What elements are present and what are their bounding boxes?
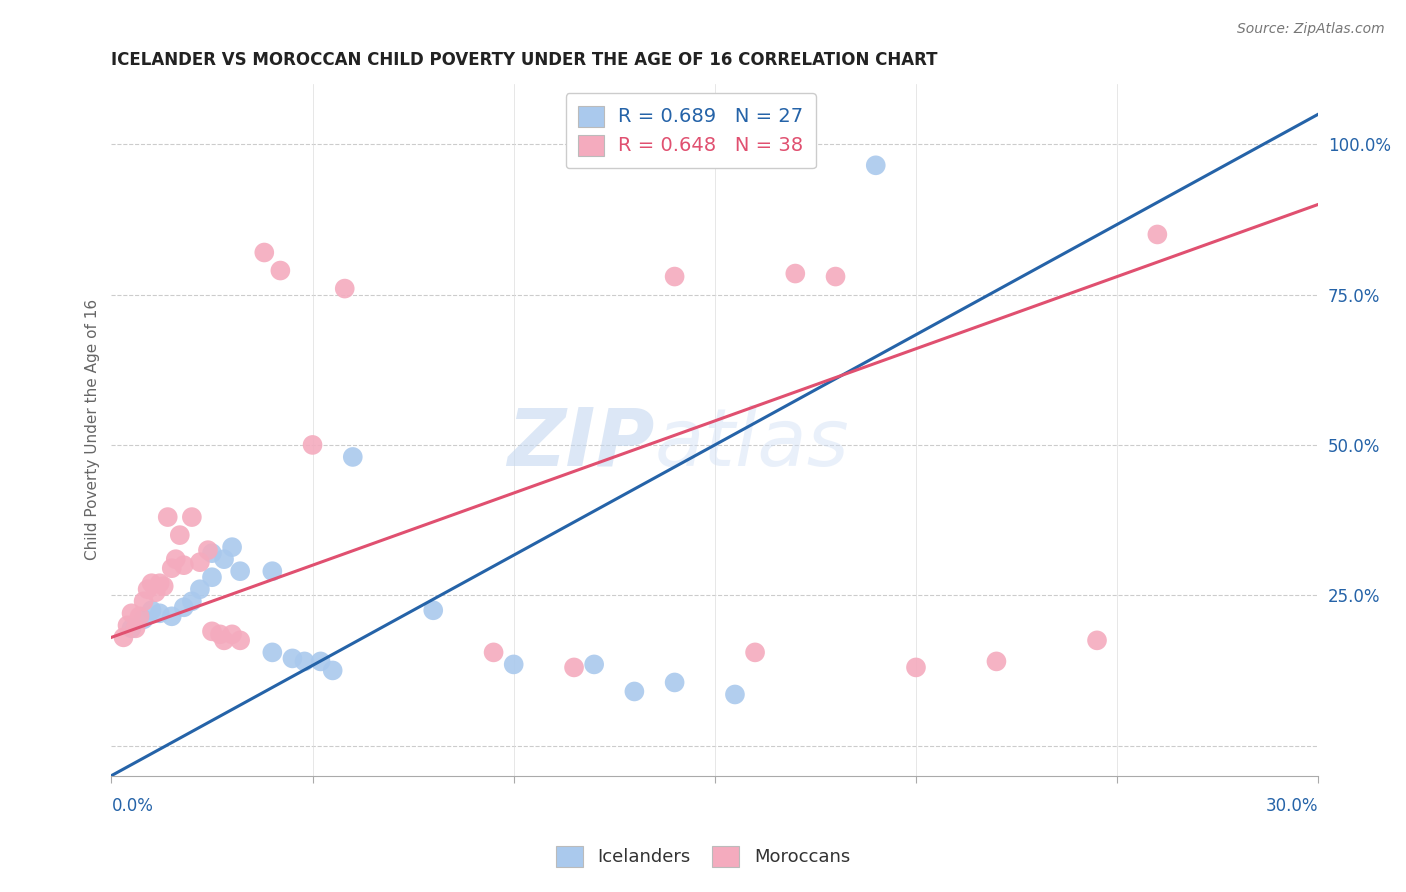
Point (986, 654, 1008, 668)
Point (149, 576, 172, 591)
Text: ICELANDER VS MOROCCAN CHILD POVERTY UNDER THE AGE OF 16 CORRELATION CHART: ICELANDER VS MOROCCAN CHILD POVERTY UNDE… (111, 51, 938, 69)
Point (156, 510, 179, 524)
Point (212, 633, 235, 648)
Point (664, 269, 686, 284)
Point (201, 546, 224, 560)
Point (583, 657, 606, 672)
Point (201, 570, 224, 584)
Point (301, 438, 323, 452)
Point (281, 651, 304, 665)
Point (165, 552, 187, 566)
Point (121, 621, 143, 635)
Point (149, 607, 172, 621)
Point (173, 558, 195, 573)
Point (128, 609, 150, 624)
Point (124, 621, 146, 635)
Point (229, 633, 252, 648)
Text: ZIP: ZIP (508, 405, 655, 483)
Text: Source: ZipAtlas.com: Source: ZipAtlas.com (1237, 22, 1385, 37)
Point (502, 657, 524, 672)
Point (169, 528, 191, 542)
Point (269, 263, 291, 277)
Point (208, 627, 231, 641)
Point (117, 618, 139, 632)
Point (229, 564, 252, 578)
Point (132, 612, 155, 626)
Point (422, 603, 444, 617)
Point (262, 564, 284, 578)
Point (824, 269, 846, 284)
Point (132, 594, 155, 608)
Point (1146, 227, 1168, 242)
Point (333, 282, 356, 296)
Legend: R = 0.689   N = 27, R = 0.648   N = 38: R = 0.689 N = 27, R = 0.648 N = 38 (565, 93, 815, 169)
Text: 0.0%: 0.0% (111, 797, 153, 814)
Point (785, 267, 807, 281)
Point (904, 660, 927, 674)
Point (562, 660, 585, 674)
Point (623, 684, 645, 698)
Point (180, 510, 202, 524)
Point (309, 654, 332, 668)
Point (221, 627, 243, 641)
Point (160, 609, 183, 624)
Point (160, 561, 183, 575)
Point (197, 543, 219, 558)
Point (744, 645, 766, 659)
Point (724, 688, 747, 702)
Point (152, 579, 174, 593)
Point (482, 645, 505, 659)
Point (145, 585, 167, 599)
Point (1085, 633, 1108, 648)
Point (180, 594, 202, 608)
Point (865, 158, 887, 172)
Point (664, 675, 686, 690)
Point (173, 600, 195, 615)
Point (121, 607, 143, 621)
Point (322, 664, 344, 678)
Y-axis label: Child Poverty Under the Age of 16: Child Poverty Under the Age of 16 (86, 300, 100, 560)
Text: 30.0%: 30.0% (1265, 797, 1319, 814)
Point (141, 603, 163, 617)
Point (342, 450, 364, 464)
Point (253, 245, 276, 260)
Point (212, 552, 235, 566)
Legend: Icelanders, Moroccans: Icelanders, Moroccans (548, 838, 858, 874)
Point (221, 540, 243, 554)
Point (188, 582, 211, 597)
Point (112, 631, 135, 645)
Text: atlas: atlas (655, 405, 849, 483)
Point (262, 645, 284, 659)
Point (188, 555, 211, 569)
Point (136, 582, 159, 597)
Point (294, 654, 316, 668)
Point (201, 624, 224, 639)
Point (141, 576, 163, 591)
